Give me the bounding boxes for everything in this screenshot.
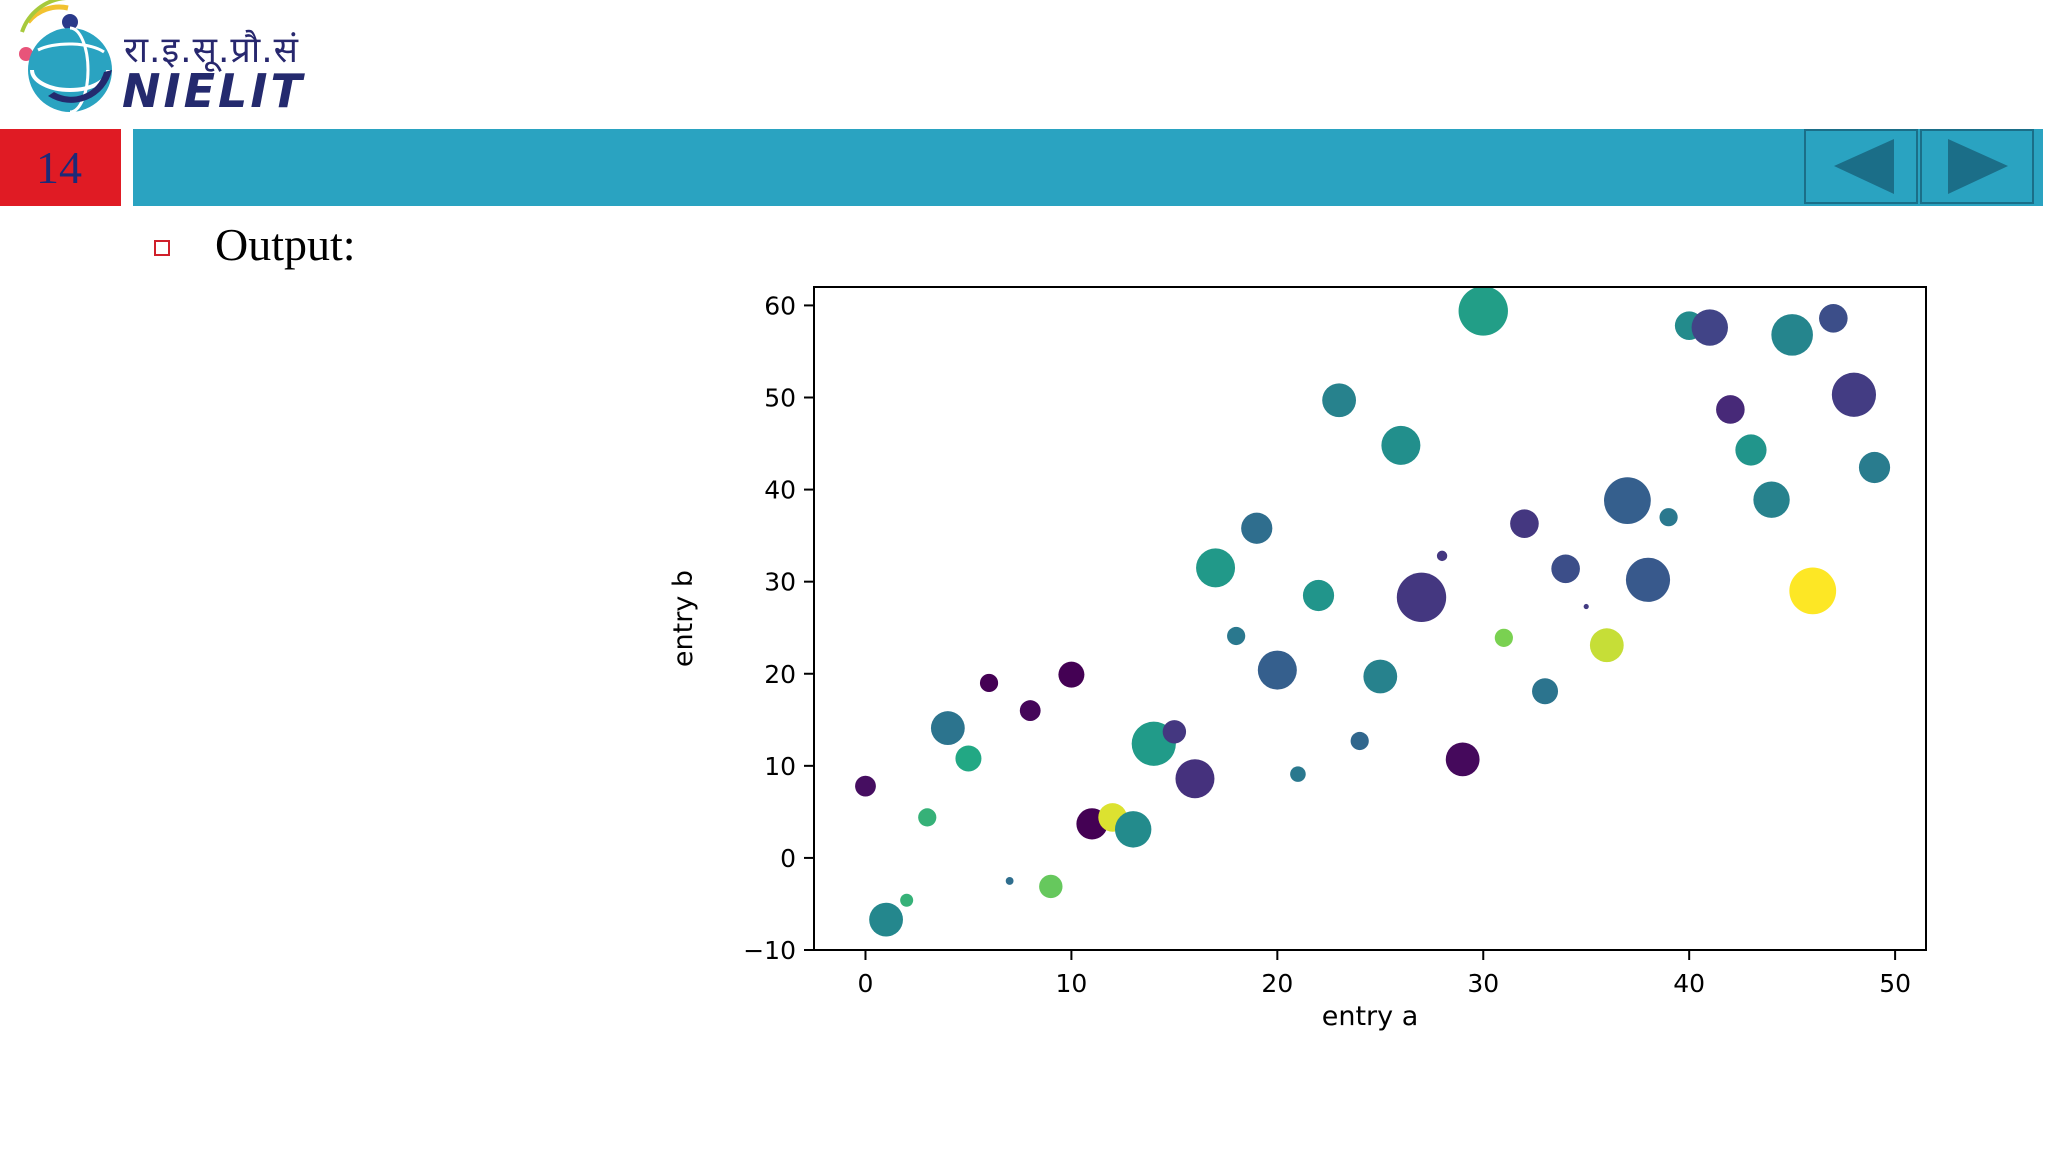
triangle-right-icon	[1948, 139, 2008, 194]
nielit-logo: रा.इ.सू.प्रौ.सं NIELIT	[8, 0, 308, 125]
scatter-point-37	[1604, 477, 1651, 525]
x-axis-label: entry a	[1322, 1001, 1419, 1032]
scatter-point-16	[1175, 759, 1215, 799]
y-tick-label: 20	[764, 660, 796, 689]
x-tick-label: 0	[858, 969, 874, 998]
y-tick-label: 10	[764, 752, 796, 781]
globe-logo-icon	[19, 0, 112, 114]
x-tick-label: 30	[1467, 969, 1499, 998]
scatter-points	[855, 286, 1891, 937]
scatter-chart: 0 10 20 30 40 50 −10 0 10 20 30 40 50 60 entry a entr…	[668, 286, 1927, 1032]
scatter-point-39	[1659, 508, 1678, 527]
scatter-point-25	[1363, 659, 1398, 694]
scatter-point-42	[1716, 395, 1745, 424]
scatter-point-47	[1819, 304, 1848, 333]
scatter-point-24	[1350, 731, 1369, 751]
scatter-point-34	[1551, 554, 1580, 584]
scatter-point-49	[1858, 451, 1891, 484]
scatter-point-30	[1458, 286, 1508, 336]
scatter-point-32	[1510, 509, 1539, 538]
scatter-point-9	[1039, 874, 1063, 899]
scatter-point-26	[1381, 425, 1421, 465]
header-banner	[133, 129, 2043, 206]
scatter-point-3	[918, 808, 937, 827]
scatter-point-20	[1257, 650, 1297, 690]
scatter-point-18	[1227, 626, 1246, 646]
next-slide-button[interactable]	[1920, 129, 2034, 204]
scatter-point-44	[1753, 481, 1790, 518]
y-tick-label: 60	[764, 291, 796, 320]
y-tick-label: 40	[764, 476, 796, 505]
scatter-point-46	[1789, 567, 1837, 615]
scatter-point-0	[855, 775, 876, 797]
scatter-point-19	[1241, 512, 1273, 544]
scatter-point-23	[1322, 383, 1357, 418]
scatter-point-31	[1494, 628, 1513, 647]
scatter-point-33	[1532, 678, 1559, 705]
scatter-point-17	[1196, 548, 1236, 588]
scatter-point-13	[1114, 811, 1152, 848]
axes: 0 10 20 30 40 50 −10 0 10 20 30 40 50 60	[743, 291, 1911, 998]
bullet-square-icon	[154, 240, 170, 256]
scatter-point-21	[1290, 766, 1306, 782]
plot-frame	[813, 286, 1927, 951]
previous-slide-button[interactable]	[1804, 129, 1918, 204]
y-tick-label: 50	[764, 384, 796, 413]
x-tick-label: 50	[1879, 969, 1911, 998]
scatter-point-27	[1396, 572, 1447, 623]
scatter-point-41	[1691, 309, 1728, 346]
output-label: Output:	[215, 219, 356, 270]
scatter-point-38	[1625, 557, 1671, 602]
x-tick-label: 40	[1673, 969, 1705, 998]
scatter-point-4	[930, 711, 965, 745]
triangle-left-icon	[1834, 139, 1894, 194]
scatter-point-1	[869, 902, 903, 937]
logo-wordmark: NIELIT	[122, 64, 305, 118]
scatter-point-8	[1019, 700, 1041, 721]
scatter-point-35	[1583, 603, 1589, 610]
scatter-point-43	[1735, 434, 1767, 466]
scatter-point-36	[1589, 628, 1624, 663]
scatter-point-5	[955, 745, 982, 772]
scatter-point-29	[1445, 742, 1480, 777]
y-tick-label: −10	[743, 936, 796, 965]
y-axis-label: entry b	[668, 570, 699, 667]
y-tick-label: 0	[780, 844, 796, 873]
slide-number: 14	[0, 129, 121, 206]
scatter-point-10	[1058, 661, 1085, 688]
logo-hindi-text: रा.इ.सू.प्रौ.सं	[124, 30, 299, 71]
scatter-point-48	[1831, 372, 1877, 417]
scatter-point-22	[1302, 579, 1335, 612]
scatter-point-15	[1162, 720, 1187, 744]
scatter-point-6	[979, 673, 999, 693]
scatter-point-7	[1005, 877, 1014, 885]
scatter-point-28	[1436, 550, 1448, 562]
scatter-point-2	[900, 893, 914, 907]
y-tick-label: 30	[764, 568, 796, 597]
x-tick-label: 10	[1056, 969, 1088, 998]
x-tick-label: 20	[1261, 969, 1293, 998]
scatter-point-45	[1771, 314, 1813, 356]
